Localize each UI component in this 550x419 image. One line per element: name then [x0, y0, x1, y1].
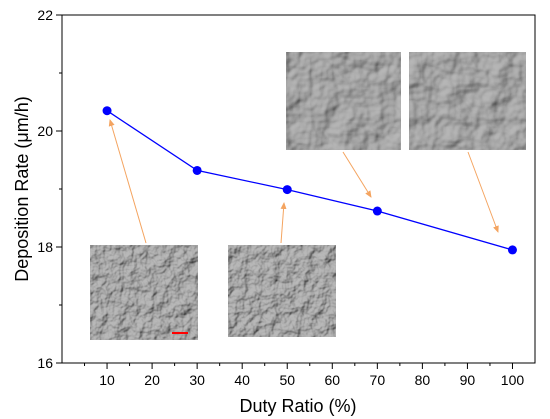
inset-arrows — [108, 119, 499, 244]
y-tick-label: 20 — [37, 123, 53, 139]
x-tick-label: 60 — [324, 372, 340, 388]
data-point — [282, 185, 292, 195]
arrow-to-10 — [108, 119, 147, 244]
y-tick-label: 18 — [37, 239, 53, 255]
axes: 10 20 30 40 50 60 70 80 90 100 16 18 20 22 — [37, 7, 524, 388]
arrow-to-70 — [342, 151, 372, 198]
x-tick-label: 20 — [144, 372, 160, 388]
x-tick-label: 40 — [234, 372, 250, 388]
sem-inset-100 — [409, 52, 526, 150]
sem-inset-70 — [286, 52, 401, 150]
x-tick-label: 30 — [189, 372, 205, 388]
data-point — [102, 106, 112, 116]
sem-inset-10 — [90, 245, 198, 340]
x-tick-label: 10 — [99, 372, 115, 388]
x-tick-label: 80 — [415, 372, 431, 388]
data-point — [372, 206, 382, 216]
y-tick-label: 22 — [37, 7, 53, 23]
x-tick-label: 90 — [460, 372, 476, 388]
x-tick-label: 100 — [501, 372, 525, 388]
y-tick-label: 16 — [37, 355, 53, 371]
arrow-to-100 — [467, 151, 499, 233]
data-point — [507, 245, 517, 255]
x-tick-label: 50 — [279, 372, 295, 388]
arrow-to-50 — [280, 202, 287, 244]
y-axis-title: Deposition Rate (μm/h) — [12, 96, 32, 281]
series — [102, 106, 517, 255]
sem-inset-50 — [228, 245, 336, 337]
data-point — [192, 165, 202, 175]
x-tick-label: 70 — [370, 372, 386, 388]
x-axis-title: Duty Ratio (%) — [239, 396, 356, 416]
